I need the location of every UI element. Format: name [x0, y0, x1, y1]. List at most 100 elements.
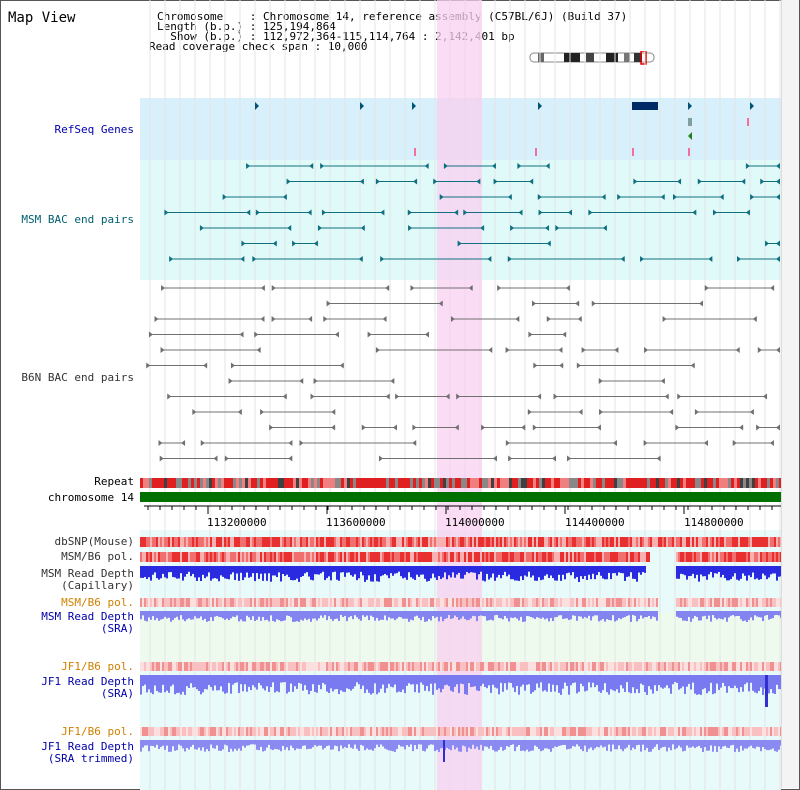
- b6n-bac-pair-end: [660, 378, 665, 384]
- msm-bac-pair-end: [375, 178, 380, 185]
- b6n-bac-pair-end: [154, 316, 159, 322]
- msm-bac-pair-end: [713, 209, 718, 216]
- msm-bac-pair-end: [588, 209, 593, 216]
- depth-spike: [443, 740, 445, 762]
- b6n-bac-pair-end: [339, 362, 344, 369]
- b6n-bac-pair-end: [656, 455, 661, 462]
- msm-bac-pair-end: [708, 256, 713, 262]
- b6n-bac-pair-end: [438, 300, 443, 307]
- chromosome-ideogram[interactable]: [528, 51, 658, 65]
- refseq-gene-mark: [538, 102, 542, 110]
- msm-bac-pair-end: [380, 209, 385, 216]
- b6n-bac-pair-end: [537, 393, 542, 400]
- msm-bac-pair-end: [407, 209, 412, 216]
- b6n-bac-pair-end: [669, 409, 674, 415]
- b6n-bac-pair-end: [167, 393, 172, 400]
- refseq-snp-mark: [414, 148, 416, 156]
- msm-bac-pair-end: [359, 178, 364, 185]
- msm-bac-pair-end: [692, 209, 697, 216]
- repeat-track: [140, 478, 781, 488]
- b6n-bac-pair-end: [237, 409, 242, 415]
- refseq-gene-mark: [255, 102, 259, 110]
- b6n-bac-pair-end: [643, 440, 648, 446]
- msm-bac-pair-end: [741, 178, 746, 185]
- msm-bac-pair-end: [507, 256, 512, 262]
- label-msm-depth-sra: MSM Read Depth: [41, 610, 134, 623]
- b6n-bac-pair-end: [269, 424, 274, 431]
- b6n-bac-pair-end: [776, 347, 780, 353]
- msm-bac-pair-end: [602, 225, 607, 231]
- msm-bac-pair-end: [360, 225, 365, 231]
- msm-bac-pair-end: [493, 178, 498, 185]
- b6n-bac-pair-end: [578, 409, 583, 415]
- label-jf1-depth-sra: JF1 Read Depth: [41, 675, 134, 688]
- jf1-b6-pol-track: [140, 662, 781, 671]
- b6n-bac-pair-end: [200, 440, 205, 446]
- refseq-snp-mark: [632, 148, 634, 156]
- b6n-bac-pair-end: [596, 424, 601, 431]
- b6n-bac-pair-end: [675, 424, 680, 431]
- msm-bac-pair-end: [164, 209, 169, 216]
- msm-bac-pair-end: [380, 256, 385, 262]
- b6n-bac-pair-end: [732, 440, 737, 446]
- b6n-bac-pair-end: [492, 455, 497, 462]
- msm-bac-pair-end: [476, 178, 481, 185]
- b6n-bac-pair-end: [559, 362, 564, 369]
- msm-bac-pair-end: [241, 240, 246, 247]
- b6n-bac-pair-end: [614, 347, 619, 353]
- tick-label-4: 114400000: [565, 516, 625, 529]
- b6n-bac-pair-end: [694, 409, 699, 415]
- msm-bac-pair-end: [719, 194, 724, 200]
- msm-bac-pair-end: [246, 209, 251, 216]
- b6n-bac-pair-end: [662, 316, 667, 322]
- vertical-scrollbar[interactable]: [781, 0, 799, 788]
- b6n-bac-pair-end: [468, 285, 473, 291]
- msm-bac-pair-end: [282, 194, 287, 200]
- b6n-bac-pair-end: [308, 316, 313, 322]
- b6n-bac-pair-end: [576, 362, 581, 369]
- b6n-bac-pair-end: [546, 316, 551, 322]
- msm-bac-pair-end: [776, 163, 780, 169]
- msm-bac-pair-end: [313, 240, 318, 247]
- msm-b6-pol-track: [140, 552, 781, 562]
- msm-bac-pair-end: [443, 163, 448, 169]
- msm-bac-pair-end: [454, 209, 459, 216]
- coverage-span-info: Read coverage check span : 10,000: [149, 40, 368, 53]
- msm-bac-pair-end: [408, 225, 413, 231]
- msm-bac-pair-end: [776, 256, 780, 262]
- genome-track-canvas[interactable]: [140, 0, 781, 790]
- msm-bac-pair-end: [545, 163, 550, 169]
- msm-bac-pair-end: [358, 256, 363, 262]
- b6n-bac-pair-end: [412, 440, 417, 446]
- msm-bac-pair-end: [517, 163, 522, 169]
- length-info: Length (b.p.) : 125,194,864: [157, 20, 336, 33]
- msm-bac-pair-end: [601, 194, 606, 200]
- b6n-bac-pair-end: [558, 347, 563, 353]
- tick-label-5: 114800000: [684, 516, 744, 529]
- msm-bac-pair-end: [240, 256, 245, 262]
- msm-bac-pair-end: [640, 256, 645, 262]
- b6n-bac-pair-end: [424, 331, 429, 338]
- refseq-snp-mark: [688, 148, 690, 156]
- b6n-bac-pair-end: [239, 331, 244, 338]
- msm-bac-pair-end: [309, 163, 314, 169]
- b6n-bac-pair-end: [690, 362, 695, 369]
- b6n-bac-pair-end: [288, 440, 293, 446]
- msm-read-depth-capillary: [140, 566, 781, 582]
- label-msm-b6-pol: MSM/B6 pol.: [61, 550, 134, 563]
- b6n-bac-pair-end: [260, 285, 265, 291]
- msm-bac-pair-end: [255, 209, 260, 216]
- b6n-bac-pair-end: [299, 440, 304, 446]
- b6n-bac-pair-end: [528, 331, 533, 338]
- label-msm-b6-pol-2: MSM/B6 pol.: [61, 596, 134, 609]
- label-jf1-depth-sra-sub: (SRA): [100, 687, 134, 700]
- b6n-bac-pair-end: [256, 347, 261, 353]
- b6n-bac-pair-end: [749, 409, 754, 415]
- b6n-bac-pair-end: [488, 347, 493, 353]
- msm-bac-pair-end: [307, 209, 312, 216]
- b6n-bac-pair-end: [505, 347, 510, 353]
- msm-bac-pair-end: [750, 194, 755, 200]
- b6n-bac-pair-end: [664, 393, 669, 400]
- b6n-bac-pair-end: [481, 424, 486, 431]
- tick-label-1: 113200000: [207, 516, 267, 529]
